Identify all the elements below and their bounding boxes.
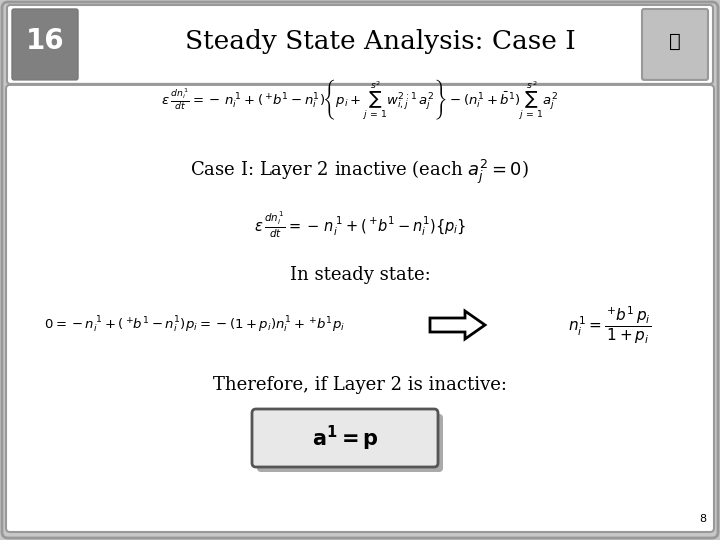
Text: Steady State Analysis: Case I: Steady State Analysis: Case I [184, 29, 575, 54]
Text: In steady state:: In steady state: [289, 266, 431, 284]
Text: Case I: Layer 2 inactive (each $a^2_{j} = 0$): Case I: Layer 2 inactive (each $a^2_{j} … [191, 158, 529, 186]
FancyBboxPatch shape [12, 9, 78, 80]
Text: 16: 16 [26, 28, 64, 56]
Text: 👁: 👁 [669, 32, 681, 51]
FancyBboxPatch shape [642, 9, 708, 80]
Text: $0 = -n_i^{\,1} + (^+\!b^1 - n_i^1)p_i = -(1+p_i)n_i^1 + {}^+\!b^1 p_i$: $0 = -n_i^{\,1} + (^+\!b^1 - n_i^1)p_i =… [45, 315, 346, 335]
Text: Therefore, if Layer 2 is inactive:: Therefore, if Layer 2 is inactive: [213, 376, 507, 394]
Text: $\varepsilon\,\frac{dn_i^{\,1}}{dt} = -\,n_i^{\,1} + (^+\!b^1 - n_i^1)\{p_i\}$: $\varepsilon\,\frac{dn_i^{\,1}}{dt} = -\… [253, 210, 467, 240]
Text: $n_i^1 = \dfrac{{}^+\!b^1\,p_i}{1 + p_i}$: $n_i^1 = \dfrac{{}^+\!b^1\,p_i}{1 + p_i}… [568, 304, 652, 346]
Polygon shape [430, 311, 485, 339]
Text: 8: 8 [699, 514, 706, 524]
FancyBboxPatch shape [252, 409, 438, 467]
FancyBboxPatch shape [6, 85, 714, 532]
FancyBboxPatch shape [7, 5, 713, 84]
FancyBboxPatch shape [257, 414, 443, 472]
Text: $\mathbf{a^1 = p}$: $\mathbf{a^1 = p}$ [312, 423, 378, 453]
Text: $\varepsilon\,\frac{dn_i^{\,1}}{dt} = -\,n_i^{\,1} + (^+\!b^1 - n_i^1)\!\left\{p: $\varepsilon\,\frac{dn_i^{\,1}}{dt} = -\… [161, 78, 559, 123]
